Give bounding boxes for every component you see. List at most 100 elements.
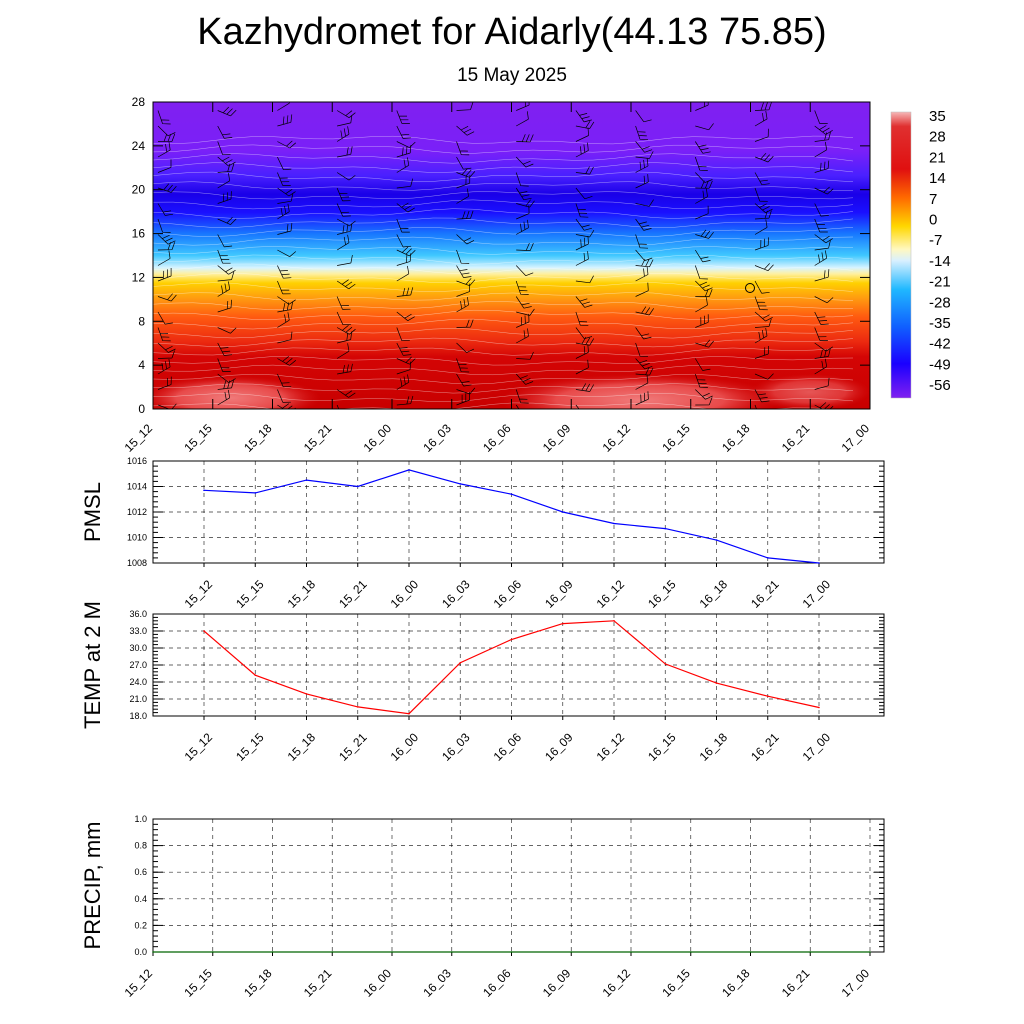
y-tick-label: 8 [138, 314, 145, 328]
contour-line [153, 383, 854, 394]
wind-barb [337, 223, 353, 235]
wind-barb [814, 311, 829, 325]
x-tick-label: 16_00 [388, 577, 422, 611]
contour-lines [153, 135, 854, 409]
contour-line [153, 347, 854, 356]
page-title: Kazhydromet for Aidarly(44.13 75.85) [197, 11, 827, 53]
wind-barb [336, 172, 356, 181]
wind-barb [456, 156, 472, 170]
wind-barb [217, 172, 231, 189]
wind-barb [695, 123, 714, 131]
wind-barb [157, 133, 176, 142]
wind-barb [456, 319, 474, 328]
y-tick-label: 18.0 [129, 711, 147, 721]
wind-barb [635, 327, 652, 340]
x-tick-label: 15_12 [122, 966, 156, 1000]
contour-line [153, 263, 854, 274]
wind-barb [396, 246, 416, 257]
wind-barb [635, 374, 649, 390]
wind-barb [754, 280, 770, 294]
wind-barb [157, 293, 177, 302]
wind-barb [217, 125, 233, 139]
wind-barb [814, 203, 829, 217]
precip-point [391, 951, 393, 953]
colorbar-label: -56 [929, 377, 951, 394]
y-tick-label: 21.0 [129, 694, 147, 704]
wind-barb [396, 144, 412, 158]
wind-barb [337, 255, 353, 266]
colorbar-label: -14 [929, 253, 951, 270]
temp-2m-point [305, 693, 308, 695]
wind-barb [516, 111, 529, 127]
x-tick-label: 16_00 [361, 421, 395, 455]
wind-barb [336, 404, 340, 409]
wind-barb [456, 297, 469, 313]
contour-line [153, 171, 854, 182]
precip-point [570, 951, 573, 953]
wind-barb [277, 265, 292, 279]
wind-barb [754, 327, 768, 344]
wind-barb [157, 350, 175, 359]
wind-barb [456, 358, 470, 373]
wind-barb [336, 343, 350, 359]
colorbar-label: 7 [929, 191, 937, 208]
wind-barb [754, 102, 772, 111]
wind-barb [695, 205, 709, 220]
wind-barb [754, 152, 774, 163]
wind-barb [277, 114, 293, 127]
wind-barb [635, 218, 652, 231]
wind-barb [754, 296, 768, 311]
warm-area-2 [500, 374, 780, 409]
wind-barb [635, 110, 652, 123]
wind-barb [754, 187, 768, 202]
wind-barb [157, 142, 171, 158]
precip-point [630, 951, 632, 953]
x-tick-label: 17_00 [800, 577, 834, 611]
contour-line [153, 254, 854, 265]
x-tick-label: 17_00 [839, 966, 873, 1000]
colorbar-label: 21 [929, 149, 946, 166]
wind-barb [575, 203, 589, 218]
wind-barb [157, 342, 176, 353]
wind-barb [157, 376, 172, 390]
warm-surface-areas [153, 374, 870, 409]
wind-barb [456, 210, 474, 220]
wind-barb [456, 102, 474, 111]
wind-barb [277, 172, 291, 186]
wind-barb [814, 348, 831, 359]
wind-barb [157, 183, 177, 193]
contour-line [153, 144, 854, 154]
wind-barb [217, 373, 236, 383]
wind-barb [814, 269, 830, 282]
wind-barb [515, 373, 534, 385]
wind-barb [694, 265, 708, 280]
wind-barb [516, 308, 535, 316]
wind-barb [277, 301, 294, 313]
wind-barb [277, 193, 294, 204]
wind-barb [336, 234, 350, 251]
pmsl-point [818, 562, 820, 564]
wind-barb [336, 389, 356, 398]
wind-barb [277, 389, 291, 403]
colorbar-label: -49 [929, 356, 951, 373]
temp-2m-line [203, 620, 820, 715]
y-tick-label: 1016 [127, 456, 147, 466]
wind-barb [456, 168, 476, 178]
x-tick-label: 16_06 [480, 966, 514, 1000]
y-tick-label: 0.8 [134, 841, 147, 851]
wind-barb [456, 392, 470, 406]
warm-area-3 [750, 374, 870, 409]
x-tick-label: 16_15 [645, 577, 679, 611]
wind-barb [695, 172, 713, 183]
wind-barb [217, 358, 231, 372]
wind-barb [814, 250, 828, 266]
contour-line [153, 217, 854, 228]
y-tick-label: 1.0 [134, 814, 147, 824]
wind-barb [635, 367, 654, 376]
x-tick-label: 16_18 [719, 966, 753, 1000]
wind-barb [277, 203, 290, 220]
y-tick-label: 24 [132, 139, 146, 153]
wind-barb [217, 342, 233, 356]
wind-barb [157, 159, 172, 173]
